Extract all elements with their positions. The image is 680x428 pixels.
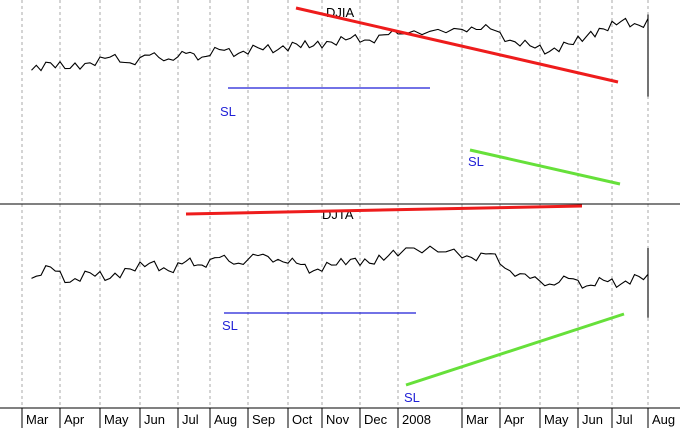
djia-price-line <box>31 14 649 97</box>
djta-sl-label-1: SL <box>222 318 238 333</box>
x-tick-label-13: May <box>544 412 569 427</box>
djta-support-trendline <box>405 312 625 387</box>
djia-sl-label-1: SL <box>220 104 236 119</box>
x-tick-label-11: Mar <box>466 412 489 427</box>
x-tick-label-4: Jul <box>182 412 199 427</box>
x-tick-label-15: Jul <box>616 412 633 427</box>
djia-panel: DJIA SL SL <box>31 5 649 186</box>
djia-sl-label-2: SL <box>468 154 484 169</box>
x-tick-label-2: May <box>104 412 129 427</box>
x-axis: Mar Apr May Jun Jul Aug Sep Oct Nov Dec 2008 Mar Apr… <box>0 407 680 428</box>
x-tick-label-16: Aug <box>652 412 675 427</box>
djta-panel: DJTA SL SL <box>31 204 649 405</box>
x-tick-label-12: Apr <box>504 412 525 427</box>
djia-resistance-trendline <box>295 6 619 84</box>
djta-resistance-trendline <box>185 204 583 216</box>
x-tick-label-0: Mar <box>26 412 49 427</box>
djta-sl-label-2: SL <box>404 390 420 405</box>
x-tick-label-7: Oct <box>292 412 313 427</box>
x-tick-label-9: Dec <box>364 412 388 427</box>
djta-price-line <box>31 245 649 318</box>
x-tick-label-1: Apr <box>64 412 85 427</box>
djia-support-trendline <box>469 148 621 186</box>
x-tick-label-14: Jun <box>582 412 603 427</box>
x-tick-label-6: Sep <box>252 412 275 427</box>
x-tick-label-8: Nov <box>326 412 350 427</box>
x-tick-label-5: Aug <box>214 412 237 427</box>
x-tick-label-3: Jun <box>144 412 165 427</box>
x-tick-label-10: 2008 <box>402 412 431 427</box>
